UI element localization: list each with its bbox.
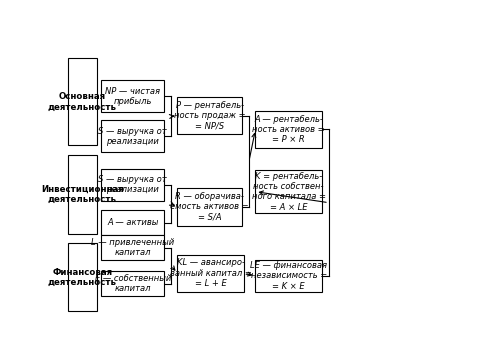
Text: P — рентабель-
ность продаж =
= NP/S: P — рентабель- ность продаж = = NP/S xyxy=(174,101,246,131)
Text: Основная
деятельность: Основная деятельность xyxy=(48,92,117,112)
FancyBboxPatch shape xyxy=(68,58,97,145)
FancyBboxPatch shape xyxy=(177,188,242,225)
Text: LE — финансовая
независимость =
= K × E: LE — финансовая независимость = = K × E xyxy=(250,261,327,291)
FancyBboxPatch shape xyxy=(177,97,242,134)
Text: Инвестиционная
деятельность: Инвестиционная деятельность xyxy=(41,185,124,204)
Text: Финансовая
деятельность: Финансовая деятельность xyxy=(48,268,117,287)
Text: NP — чистая
прибыль: NP — чистая прибыль xyxy=(105,87,160,106)
Text: A — активы: A — активы xyxy=(107,218,159,227)
FancyBboxPatch shape xyxy=(177,255,244,292)
FancyBboxPatch shape xyxy=(101,80,164,112)
Text: E — собственный
капитал: E — собственный капитал xyxy=(95,274,171,293)
FancyBboxPatch shape xyxy=(68,243,97,311)
FancyBboxPatch shape xyxy=(101,169,164,201)
FancyBboxPatch shape xyxy=(255,260,322,292)
Text: R — оборачива-
емость активов =
= S/A: R — оборачива- емость активов = = S/A xyxy=(170,192,249,222)
Text: S — выручка от
реализации: S — выручка от реализации xyxy=(98,127,167,146)
Text: S — выручка от
реализации: S — выручка от реализации xyxy=(98,175,167,195)
FancyBboxPatch shape xyxy=(68,155,97,234)
Text: L — привлеченный
капитал: L — привлеченный капитал xyxy=(91,238,174,257)
FancyBboxPatch shape xyxy=(101,121,164,152)
FancyBboxPatch shape xyxy=(255,170,322,213)
Text: KL — авансиро-
ванный капитал =
= L + E: KL — авансиро- ванный капитал = = L + E xyxy=(170,258,252,288)
FancyBboxPatch shape xyxy=(101,235,164,260)
FancyBboxPatch shape xyxy=(101,210,164,235)
Text: A — рентабель-
ность активов =
= P × R: A — рентабель- ность активов = = P × R xyxy=(252,115,325,144)
FancyBboxPatch shape xyxy=(101,271,164,296)
FancyBboxPatch shape xyxy=(255,111,322,148)
Text: K = рентабель-
ность собствен-
ного капитала =
= A × LE: K = рентабель- ность собствен- ного капи… xyxy=(252,172,326,212)
